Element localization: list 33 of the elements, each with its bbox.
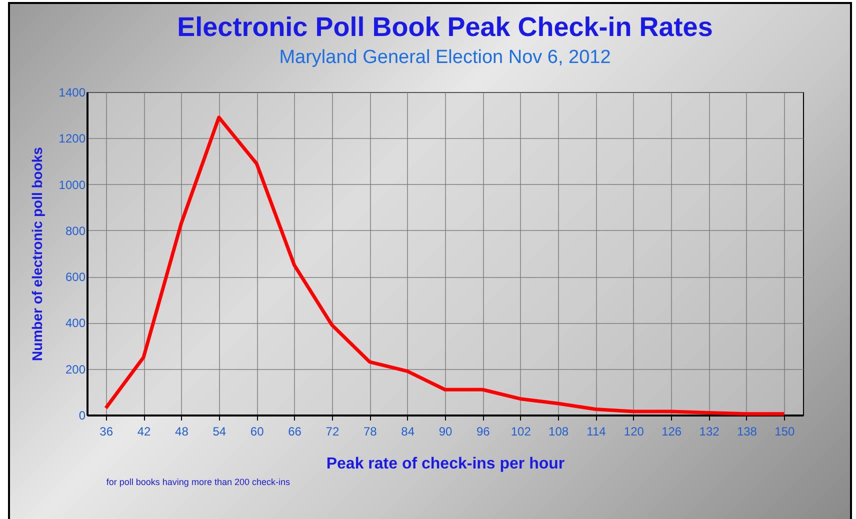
x-tick-label: 90 [438,424,452,438]
x-tick-label: 132 [699,424,720,438]
x-tick-label: 102 [510,424,532,438]
x-tick-label: 78 [363,424,378,438]
x-tick-label: 120 [624,424,644,438]
x-tick-label: 138 [736,424,758,438]
x-tick-label: 114 [586,424,606,438]
text: for poll books having more than 200 check-ins [105,477,290,488]
x-tick-label: 96 [476,424,490,438]
x-tick-label: 42 [137,424,152,438]
x-tick-label: 48 [175,424,189,438]
x-tick-label: 66 [288,424,302,438]
chart-subtitle: Maryland General Election Nov 6, 2012 [279,47,611,68]
x-axis-title: Peak rate of check-ins per hour [326,456,565,472]
y-tick-label: 1400 [58,86,86,100]
x-tick-label: 60 [250,424,264,438]
line-series [104,116,786,416]
x-tick-label: 72 [326,424,340,438]
y-axis-title: Number of electronic poll books [28,146,45,361]
y-tick-label: 0 [78,408,86,422]
x-tick-label: 108 [548,424,569,438]
x-tick-label: 36 [100,424,114,438]
y-tick-label: 800 [65,224,86,238]
x-tick-label: 54 [212,424,226,438]
x-tick-label: 84 [401,424,415,438]
y-tick-label: 200 [65,362,86,376]
chart-title: Electronic Poll Book Peak Check-in Rates [177,12,713,42]
y-tick-label: 600 [65,270,86,284]
x-tick-label: 150 [774,424,795,438]
y-tick-label: 1200 [58,132,86,146]
y-tick-label: 1000 [58,178,86,192]
x-tick-label: 126 [662,424,682,438]
y-tick-label: 400 [65,316,86,330]
